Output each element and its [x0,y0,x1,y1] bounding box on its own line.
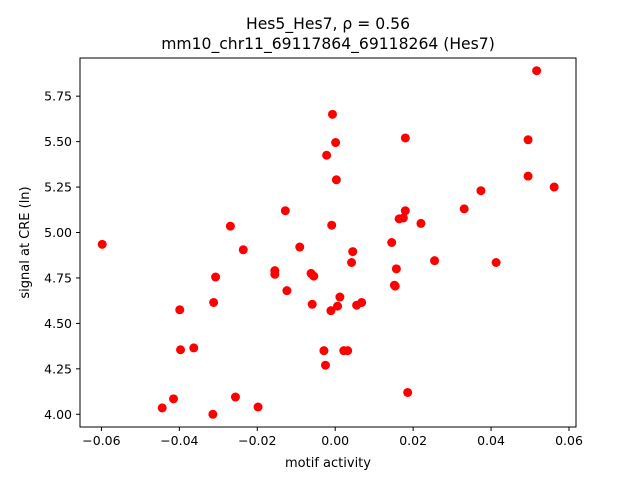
y-tick-label: 5.00 [44,225,72,240]
data-point-30 [335,292,345,302]
data-point-27 [331,138,341,148]
data-point-54 [549,182,559,192]
y-tick-label: 5.75 [44,89,72,104]
x-tick-label: 0.06 [555,433,583,448]
data-point-15 [280,206,290,216]
data-point-48 [459,204,469,214]
x-tick-label: 0.02 [399,433,427,448]
data-point-2 [169,394,179,404]
y-tick-label: 5.25 [44,180,72,195]
x-tick-label: −0.04 [160,433,198,448]
data-point-25 [327,220,337,230]
chart-subtitle: mm10_chr11_69117864_69118264 (Hes7) [161,35,495,54]
data-point-7 [209,297,219,307]
x-tick-label: −0.06 [82,433,120,448]
data-point-45 [403,387,413,397]
y-tick-label: 4.75 [44,270,72,285]
data-point-34 [348,247,358,257]
y-tick-label: 4.25 [44,361,72,376]
axis-ticks: −0.06 −0.04 −0.02 0.00 0.02 0.04 0.06 4.00 4.25 4… [44,89,583,448]
data-point-29 [333,301,343,311]
y-axis-label: signal at CRE (ln) [18,186,33,298]
y-tick-label: 4.00 [44,407,72,422]
data-point-51 [523,171,533,181]
data-point-32 [343,346,353,356]
data-point-20 [309,271,319,281]
y-tick-label: 5.50 [44,134,72,149]
data-point-53 [532,66,542,76]
plot-area-frame [79,57,577,428]
x-axis-label: motif activity [285,456,371,471]
data-point-46 [416,218,426,228]
y-tick-label: 4.50 [44,316,72,331]
data-point-50 [491,258,501,267]
x-tick-label: 0.00 [321,433,349,448]
data-point-49 [476,186,486,196]
data-point-6 [208,409,218,419]
data-point-11 [238,245,248,255]
data-point-37 [387,238,397,247]
data-point-24 [326,306,336,316]
data-point-19 [307,299,317,309]
data-point-39 [390,281,400,291]
data-point-42 [398,213,408,223]
x-tick-label: −0.02 [238,433,276,448]
chart-title: Hes5_Hes7, ρ = 0.56 [246,15,410,34]
data-point-33 [347,258,357,267]
data-point-40 [391,264,401,274]
data-point-28 [331,175,341,185]
data-point-3 [175,305,185,315]
data-point-0 [97,239,107,249]
data-point-5 [189,343,199,353]
data-point-44 [400,133,410,143]
data-point-21 [319,346,329,356]
data-point-8 [211,272,221,282]
data-point-4 [176,345,186,355]
data-point-14 [270,269,280,279]
data-point-52 [523,135,533,145]
data-point-23 [322,150,332,160]
x-tick-label: 0.04 [477,433,505,448]
data-point-26 [327,109,337,119]
data-point-9 [225,221,235,231]
data-point-47 [430,256,440,266]
data-point-17 [295,242,305,252]
data-point-1 [157,403,167,413]
data-point-10 [230,392,240,402]
data-point-43 [400,206,410,216]
data-point-22 [320,360,330,370]
data-point-16 [282,286,292,296]
data-points [97,66,559,419]
data-point-36 [357,297,367,307]
data-point-12 [253,402,263,412]
